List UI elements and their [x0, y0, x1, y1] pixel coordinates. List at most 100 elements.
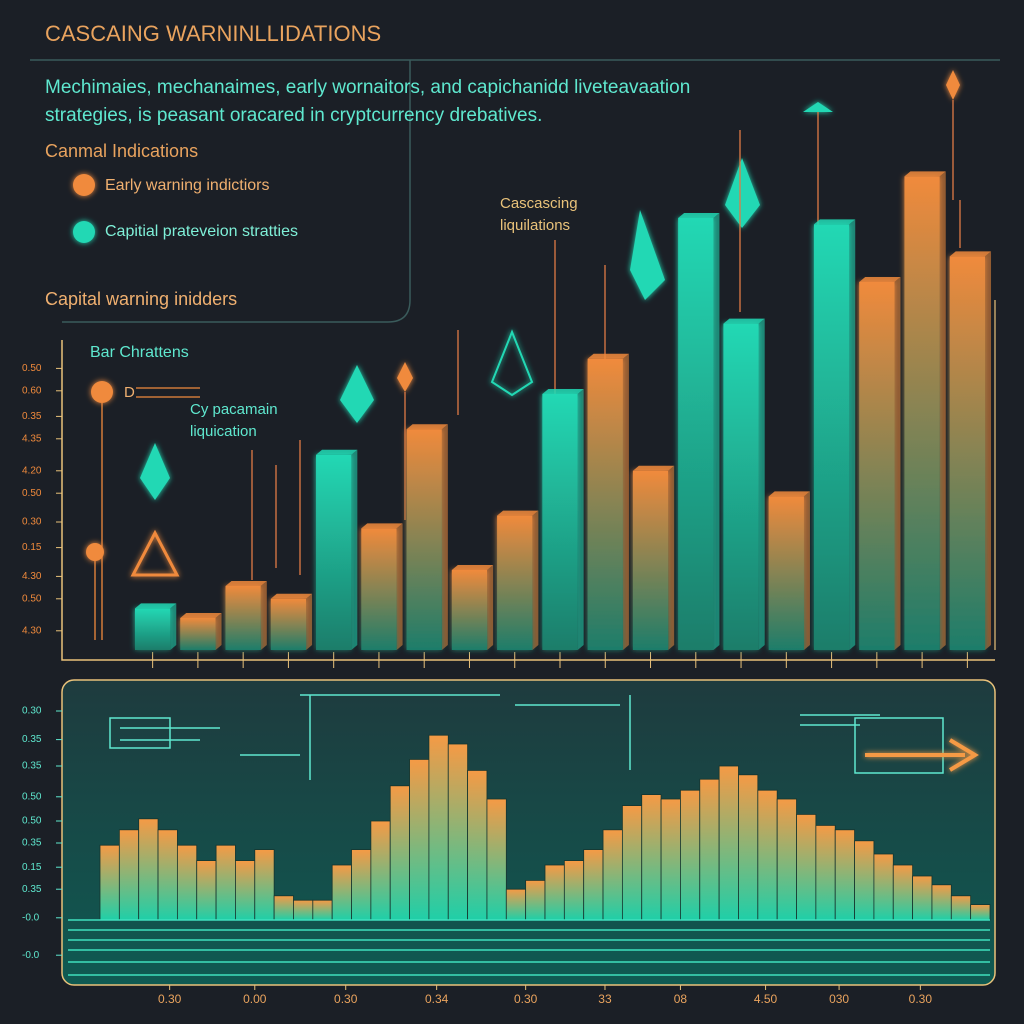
bar: [796, 814, 817, 921]
bar: [621, 805, 643, 921]
bar: [873, 853, 894, 921]
subtitle: Mechimaies, mechanaimes, early wornaitor…: [45, 77, 690, 98]
annotations: Cascascing liquilations Cy pacamain liquica…: [190, 195, 578, 440]
y-tick-label: 0.35: [22, 734, 42, 745]
bar-side: [396, 523, 403, 650]
bar-top: [270, 593, 313, 599]
note: Capital warning inidders: [45, 289, 237, 309]
bar: [587, 358, 623, 650]
bar: [632, 470, 669, 650]
y-tick-label: 4.20: [22, 465, 42, 476]
bar: [215, 844, 236, 921]
y-tick-label: 0.50: [22, 363, 42, 374]
bar: [254, 849, 275, 921]
bar: [196, 860, 217, 921]
chart-title: Bar Chrattens: [90, 344, 189, 361]
bar-side: [985, 251, 992, 650]
frame: [30, 59, 1000, 323]
bar: [776, 798, 797, 921]
bar-top: [451, 565, 494, 570]
bar-side: [622, 353, 629, 650]
bar-side: [351, 449, 358, 650]
bar: [180, 618, 216, 650]
bar: [949, 256, 986, 650]
bar: [273, 895, 294, 921]
subtitle: strategies, is peasant oracared in crypt…: [45, 105, 542, 126]
bar: [970, 904, 991, 921]
bar: [757, 789, 778, 921]
y-tick-label: 0.50: [22, 488, 42, 499]
bar: [312, 899, 333, 921]
bar-top: [678, 213, 720, 218]
y-tick-label: 0.50: [22, 593, 42, 604]
marker: [91, 381, 113, 403]
x-tick-label: 4.50: [754, 992, 778, 1006]
x-tick-label: 33: [598, 992, 612, 1006]
bar: [138, 818, 159, 921]
bar: [134, 608, 171, 650]
bar-top: [632, 465, 675, 471]
y-tick-label: 0.50: [22, 816, 42, 827]
annotation: Cy pacamain: [190, 401, 278, 418]
bar-top: [542, 389, 584, 394]
bar-top: [813, 219, 856, 225]
bar-side: [306, 593, 313, 650]
bar: [270, 598, 307, 650]
bar: [563, 860, 585, 921]
arrow: [865, 738, 979, 772]
annotation: liquilations: [500, 217, 570, 234]
bar-top: [904, 171, 946, 177]
bar: [699, 778, 720, 921]
bar: [680, 789, 701, 921]
bar: [931, 884, 952, 921]
y-tick-label: 0.35: [22, 411, 42, 422]
y-tick-label: 0.35: [22, 761, 42, 772]
bar: [467, 770, 488, 921]
y-tick-label: 4.30: [22, 625, 42, 636]
bar-top: [949, 251, 992, 257]
bar-side: [803, 491, 810, 650]
marker-stem: [94, 403, 103, 640]
x-tick-label: 0.30: [158, 992, 182, 1006]
legend-label: Capitial prateveion stratties: [105, 223, 298, 240]
bar-side: [215, 613, 222, 650]
bar-top: [587, 353, 629, 359]
bar: [678, 218, 714, 650]
bar: [854, 840, 875, 921]
marker-label: D: [124, 384, 135, 401]
y-tick-label: 0.15: [22, 862, 42, 873]
bar: [370, 820, 391, 921]
bar: [718, 765, 739, 921]
bar: [660, 798, 681, 921]
bar: [176, 844, 198, 921]
bar-side: [577, 389, 584, 650]
legend-swatch: [73, 221, 95, 243]
y-tick-label: -0.0: [22, 912, 40, 923]
bar: [525, 880, 546, 921]
bar: [389, 785, 410, 921]
annotation: Cascascing: [500, 195, 578, 212]
bar-side: [713, 213, 720, 650]
bar-side: [260, 581, 267, 650]
y-tick-label: 4.35: [22, 433, 42, 444]
decoration: [136, 387, 200, 398]
decoration: [109, 694, 944, 780]
bar-side: [668, 465, 675, 650]
y-tick-label: 0.35: [22, 884, 42, 895]
legend-title: Canmal Indications: [45, 141, 198, 161]
y-tick-label: 0.15: [22, 542, 42, 553]
y-tick-label: -0.0: [22, 950, 40, 961]
bar: [428, 734, 449, 921]
x-tick-label: 030: [829, 992, 849, 1006]
x-tick-label: 0.00: [243, 992, 267, 1006]
bar-top: [180, 613, 222, 618]
legend-label: Early warning indictiors: [105, 177, 270, 194]
bar: [834, 829, 855, 921]
bar: [157, 829, 178, 921]
bar: [738, 774, 759, 921]
bar: [813, 224, 850, 650]
bar: [316, 454, 352, 650]
bar: [406, 429, 442, 650]
x-tick-label: 0.30: [334, 992, 358, 1006]
